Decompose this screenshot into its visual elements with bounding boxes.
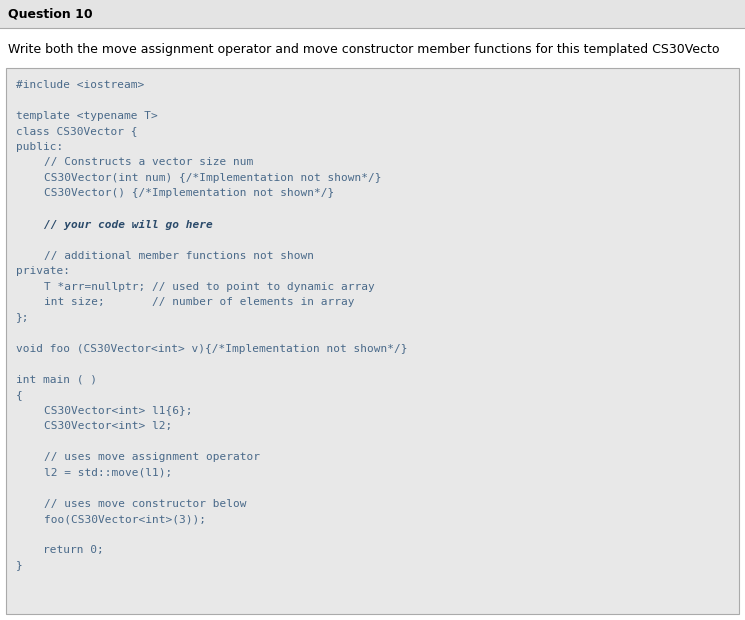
Bar bbox=[6, 68, 739, 614]
Text: CS30Vector() {/*Implementation not shown*/}: CS30Vector() {/*Implementation not shown… bbox=[44, 188, 335, 198]
Text: // Constructs a vector size num: // Constructs a vector size num bbox=[44, 157, 253, 167]
Bar bbox=[0, 0, 745, 28]
Text: Write both the move assignment operator and move constructor member functions fo: Write both the move assignment operator … bbox=[8, 43, 720, 56]
Text: int main ( ): int main ( ) bbox=[16, 374, 97, 384]
Text: private:: private: bbox=[16, 266, 70, 276]
Text: class CS30Vector {: class CS30Vector { bbox=[16, 126, 138, 136]
Text: // your code will go here: // your code will go here bbox=[44, 219, 213, 229]
Text: };: }; bbox=[16, 312, 30, 322]
Text: }: } bbox=[16, 560, 23, 570]
Text: CS30Vector<int> l1{6};: CS30Vector<int> l1{6}; bbox=[44, 405, 192, 415]
Text: T *arr=nullptr; // used to point to dynamic array: T *arr=nullptr; // used to point to dyna… bbox=[44, 281, 375, 291]
Text: // uses move constructor below: // uses move constructor below bbox=[44, 498, 247, 508]
Text: return 0;: return 0; bbox=[16, 545, 104, 555]
Text: #include <iostream>: #include <iostream> bbox=[16, 80, 145, 90]
Text: public:: public: bbox=[16, 142, 63, 152]
Text: CS30Vector<int> l2;: CS30Vector<int> l2; bbox=[44, 421, 172, 431]
Text: int size;       // number of elements in array: int size; // number of elements in array bbox=[44, 297, 355, 307]
Text: CS30Vector(int num) {/*Implementation not shown*/}: CS30Vector(int num) {/*Implementation no… bbox=[44, 173, 381, 183]
Text: // additional member functions not shown: // additional member functions not shown bbox=[44, 250, 314, 260]
Text: void foo (CS30Vector<int> v){/*Implementation not shown*/}: void foo (CS30Vector<int> v){/*Implement… bbox=[16, 343, 408, 353]
Text: template <typename T>: template <typename T> bbox=[16, 111, 158, 121]
Text: foo(CS30Vector<int>(3));: foo(CS30Vector<int>(3)); bbox=[44, 514, 206, 524]
Text: l2 = std::move(l1);: l2 = std::move(l1); bbox=[44, 467, 172, 477]
Text: {: { bbox=[16, 390, 23, 400]
Text: Question 10: Question 10 bbox=[8, 7, 92, 20]
Text: // uses move assignment operator: // uses move assignment operator bbox=[44, 452, 260, 462]
